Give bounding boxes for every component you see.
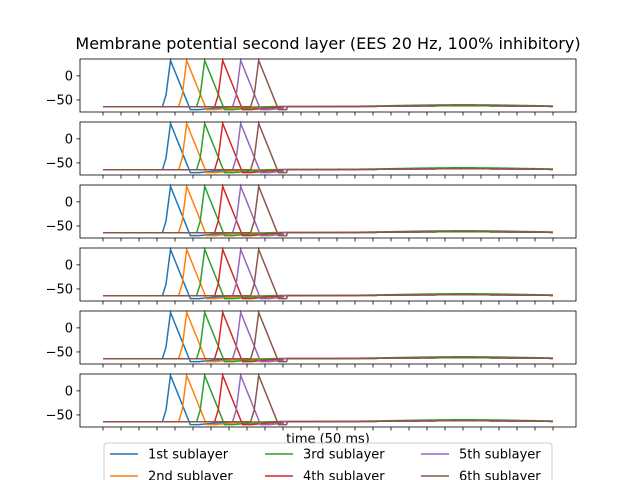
series-line-4: [103, 312, 553, 361]
series-line-1: [103, 123, 553, 172]
series-line-4: [103, 186, 553, 235]
panel-6: 0 −50: [46, 374, 576, 431]
series-line-1: [103, 375, 553, 424]
y-tick-label: −50: [46, 345, 73, 360]
y-tick-label: −50: [46, 156, 73, 171]
series-line-6: [103, 249, 553, 298]
series-line-4: [103, 375, 553, 424]
series-line-4: [103, 60, 553, 109]
y-tick-label: 0: [65, 132, 73, 147]
y-tick-label: −50: [46, 93, 73, 108]
series-line-2: [103, 123, 553, 172]
series-line-3: [103, 312, 553, 361]
y-tick-label: −50: [46, 219, 73, 234]
series-line-3: [103, 123, 553, 172]
legend-label-4: 4th sublayer: [303, 470, 385, 480]
y-tick-label: 0: [65, 195, 73, 210]
chart-title: Membrane potential second layer (EES 20 …: [75, 34, 580, 53]
panel-1: 0 −50: [46, 59, 576, 116]
series-line-5: [103, 249, 553, 298]
series-line-5: [103, 60, 553, 109]
series-line-2: [103, 186, 553, 235]
series-line-6: [103, 312, 553, 361]
panel-4: 0 −50: [46, 248, 576, 305]
legend-label-1: 1st sublayer: [148, 448, 229, 463]
series-line-1: [103, 60, 553, 109]
series-line-3: [103, 186, 553, 235]
axes-frame: [80, 59, 576, 112]
series-line-2: [103, 249, 553, 298]
y-tick-label: 0: [65, 321, 73, 336]
y-tick-label: 0: [65, 258, 73, 273]
series-line-4: [103, 249, 553, 298]
series-line-2: [103, 375, 553, 424]
series-line-4: [103, 123, 553, 172]
axes-frame: [80, 248, 576, 301]
axes-frame: [80, 374, 576, 427]
legend-label-5: 5th sublayer: [459, 448, 541, 463]
axes-frame: [80, 311, 576, 364]
series-line-6: [103, 123, 553, 172]
legend-label-3: 3rd sublayer: [303, 448, 385, 463]
series-line-6: [103, 375, 553, 424]
legend-label-6: 6th sublayer: [459, 470, 541, 480]
panel-5: 0 −50: [46, 311, 576, 368]
series-line-3: [103, 60, 553, 109]
axes-frame: [80, 122, 576, 175]
series-line-2: [103, 60, 553, 109]
axes-frame: [80, 185, 576, 238]
series-line-5: [103, 186, 553, 235]
series-line-5: [103, 375, 553, 424]
legend: 1st sublayer 2nd sublayer 3rd sublayer 4th …: [104, 443, 552, 480]
series-line-5: [103, 312, 553, 361]
y-tick-label: −50: [46, 408, 73, 423]
series-line-6: [103, 186, 553, 235]
series-line-3: [103, 375, 553, 424]
legend-label-2: 2nd sublayer: [148, 470, 233, 480]
series-line-2: [103, 312, 553, 361]
series-line-6: [103, 60, 553, 109]
panel-2: 0 −50: [46, 122, 576, 179]
series-line-5: [103, 123, 553, 172]
y-tick-label: 0: [65, 384, 73, 399]
series-line-1: [103, 186, 553, 235]
series-line-1: [103, 249, 553, 298]
panels-group: 0 −50 0 −50 0 −50 0 −50 0 −50 0 −50: [46, 59, 576, 431]
y-tick-label: −50: [46, 282, 73, 297]
series-line-3: [103, 249, 553, 298]
y-tick-label: 0: [65, 69, 73, 84]
series-line-1: [103, 312, 553, 361]
panel-3: 0 −50: [46, 185, 576, 242]
